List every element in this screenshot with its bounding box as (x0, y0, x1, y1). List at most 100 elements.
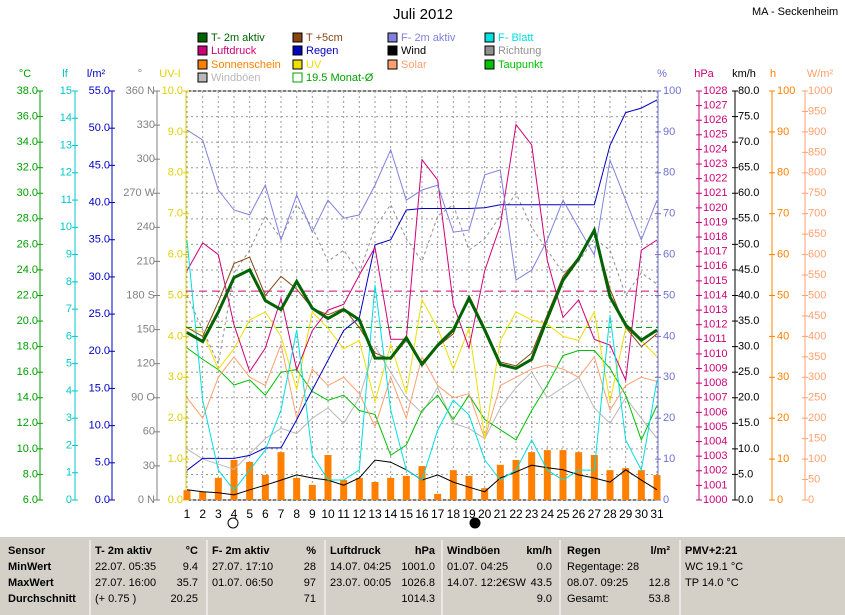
y-tick-label: 1006 (703, 406, 727, 418)
y-tick-label: 1015 (703, 275, 727, 287)
y-tick-label: 1000 (808, 85, 832, 97)
x-tick-label: 5 (246, 507, 253, 521)
y-tick-label: 45.0 (89, 159, 110, 171)
y-tick-label: 15 (60, 85, 72, 97)
x-tick-label: 23 (525, 507, 539, 521)
y-tick-label: 400 (808, 330, 826, 342)
y-tick-label: 90 (663, 126, 675, 138)
table-cell: hPa (415, 545, 436, 557)
bar (637, 470, 645, 500)
legend-swatch (197, 59, 208, 70)
y-tick-label: 0.0 (738, 494, 753, 506)
table-cell: Regen (567, 545, 601, 557)
bar (340, 479, 348, 500)
y-tick-label: 1002 (703, 465, 727, 477)
legend-label: UV (306, 59, 322, 71)
legend-swatch (387, 59, 398, 70)
y-tick-label: 10 (663, 453, 675, 465)
y-tick-label: 550 (808, 269, 826, 281)
x-tick-label: 19 (462, 507, 476, 521)
bar (512, 459, 520, 500)
table-cell: 28 (304, 561, 316, 573)
y-tick-label: 0 N (138, 494, 155, 506)
legend-label: T- 2m aktiv (211, 32, 265, 44)
y-tick-label: 90 O (131, 392, 155, 404)
y-tick-label: 850 (808, 146, 826, 158)
y-tick-label: 26.0 (17, 238, 38, 250)
axis-title: l/m² (87, 68, 106, 80)
y-tick-label: 55.0 (89, 85, 110, 97)
legend-swatch (292, 72, 303, 83)
x-tick-label: 24 (541, 507, 555, 521)
bar (606, 470, 614, 500)
legend-swatch (197, 45, 208, 56)
y-tick-label: 1012 (703, 319, 727, 331)
y-tick-label: 700 (808, 208, 826, 220)
axis-title: % (657, 68, 667, 80)
y-tick-label: 120 (137, 358, 155, 370)
bar (543, 450, 551, 500)
legend-swatch (387, 32, 398, 43)
y-tick-label: 9.0 (168, 126, 183, 138)
y-tick-label: 1007 (703, 392, 727, 404)
y-tick-label: 1021 (703, 187, 727, 199)
x-tick-label: 3 (215, 507, 222, 521)
axis-title: hPa (694, 68, 714, 80)
y-tick-label: 34.0 (17, 136, 38, 148)
legend-swatch (292, 45, 303, 56)
table-cell: km/h (526, 545, 552, 557)
bar (496, 464, 504, 500)
y-tick-label: 270 W (123, 187, 155, 199)
y-tick-label: 150 (137, 323, 155, 335)
bar (199, 491, 207, 500)
y-tick-label: 30.0 (89, 271, 110, 283)
legend-label: Taupunkt (498, 59, 543, 71)
y-tick-label: 1 (66, 467, 72, 479)
table-cell: TP 14.0 °C (685, 577, 739, 589)
y-tick-label: 20.0 (17, 315, 38, 327)
y-tick-label: 32.0 (17, 162, 38, 174)
y-tick-label: 200 (808, 412, 826, 424)
y-tick-label: 40 (777, 330, 789, 342)
table-cell: 08.07. 09:25 (567, 577, 628, 589)
table-cell: 22.07. 05:35 (95, 561, 156, 573)
y-tick-label: 0.0 (95, 494, 110, 506)
legend-label: Windböen (211, 72, 261, 84)
y-tick-label: 70 (663, 208, 675, 220)
axis-title: ° (138, 68, 142, 80)
y-tick-label: 50 (808, 473, 820, 485)
x-tick-label: 15 (400, 507, 414, 521)
y-tick-label: 800 (808, 167, 826, 179)
x-tick-label: 8 (293, 507, 300, 521)
table-cell: 0.0 (537, 561, 552, 573)
table-cell: 01.07. 06:50 (212, 577, 273, 589)
y-tick-label: 10.0 (738, 443, 759, 455)
bar (246, 461, 254, 500)
table-cell: Regentage: 28 (567, 561, 639, 573)
y-tick-label: 100 (777, 85, 795, 97)
y-tick-label: 30 (663, 371, 675, 383)
table-cell: 12.8 (649, 577, 670, 589)
y-tick-label: 22.0 (17, 289, 38, 301)
y-tick-label: 55.0 (738, 213, 759, 225)
y-tick-label: 60 (777, 249, 789, 261)
table: Sensor T- 2m aktiv °C F- 2m aktiv% Luftdruck… (8, 540, 743, 615)
table-cell: MinWert (8, 561, 52, 573)
table-cell: 9.4 (183, 561, 198, 573)
y-tick-label: 10 (60, 221, 72, 233)
bar (449, 470, 457, 500)
y-tick-label: 1019 (703, 216, 727, 228)
y-tick-label: 25.0 (89, 308, 110, 320)
y-tick-label: 0 (808, 494, 814, 506)
series-line (186, 99, 658, 471)
y-tick-label: 5 (66, 358, 72, 370)
series-line (186, 239, 658, 492)
series-line (186, 123, 658, 383)
y-tick-label: 5.0 (95, 457, 110, 469)
y-tick-label: 1013 (703, 304, 727, 316)
axis-title: W/m² (807, 68, 834, 80)
table-cell: F- 2m aktiv (212, 545, 270, 557)
y-tick-label: 1005 (703, 421, 727, 433)
y-tick-label: 300 (137, 153, 155, 165)
y-tick-label: 16.0 (17, 366, 38, 378)
